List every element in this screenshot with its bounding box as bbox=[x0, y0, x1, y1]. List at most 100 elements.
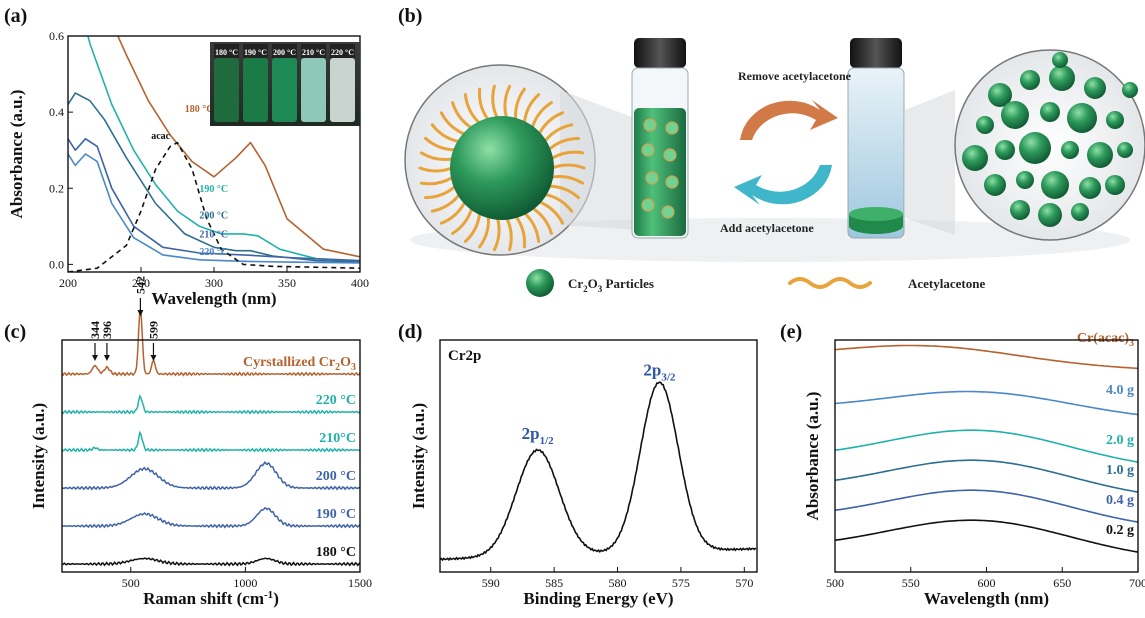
series-annotation: 220 °C bbox=[199, 247, 228, 258]
vial-particle bbox=[665, 175, 679, 189]
cr2o3-particle bbox=[962, 145, 988, 171]
vial-particle bbox=[643, 118, 657, 132]
series-label: 180 °C bbox=[316, 545, 356, 560]
legend-acac-icon bbox=[788, 277, 872, 289]
y-axis-label: Intensity (a.u.) bbox=[29, 403, 48, 509]
series-label: 4.0 g bbox=[1106, 383, 1134, 398]
inset-vial-label: 190 °C bbox=[244, 48, 267, 57]
series-label: 200 °C bbox=[316, 469, 356, 484]
raman-series bbox=[61, 394, 361, 415]
acac-chain bbox=[477, 87, 490, 122]
chart-e: Cr(acac)3 4.0 g 2.0 g 1.0 g 0.4 g 0.2 g 500 550… bbox=[803, 331, 1145, 608]
cr2o3-particle bbox=[1041, 171, 1069, 199]
remove-acac-label: Remove acetylacetone bbox=[738, 69, 852, 83]
absorbance-series bbox=[834, 459, 1139, 493]
inset-vial-label-bg bbox=[330, 44, 355, 58]
absorbance-series bbox=[834, 429, 1139, 463]
cr2o3-particle bbox=[1084, 77, 1106, 99]
acac-chain bbox=[505, 216, 513, 252]
acac-chain bbox=[543, 192, 574, 213]
plot-frame bbox=[61, 339, 361, 573]
acac-chain bbox=[463, 93, 482, 125]
chart-a: 200 250 300 350 400 0.0 0.2 0.4 0.6 Wavelength (n… bbox=[7, 29, 369, 308]
cr2o3-particle bbox=[1001, 101, 1029, 129]
acac-chain bbox=[439, 111, 467, 136]
peak-label: 2p1/2 bbox=[522, 424, 555, 447]
diagram-b: Remove acetylacetone Add acetylacetone C… bbox=[404, 38, 1145, 297]
inset-photo-a: 180 °C 190 °C 200 °C 210 °C 220 °C bbox=[210, 42, 360, 126]
acac-chain bbox=[424, 136, 457, 152]
cr2o3-particle bbox=[1106, 111, 1124, 129]
cr2o3-particle bbox=[1020, 70, 1040, 90]
legend-particles: Cr2O3 Particles bbox=[568, 276, 654, 294]
acac-chain bbox=[430, 123, 461, 144]
acac-chain bbox=[430, 192, 461, 213]
series-label: 190 °C bbox=[316, 507, 356, 522]
series-annotation: 200 °C bbox=[199, 211, 228, 222]
x-tick-label: 400 bbox=[351, 276, 369, 290]
cr2o3-particle bbox=[1061, 141, 1079, 159]
acac-chain bbox=[522, 93, 541, 125]
series-label: 220 °C bbox=[316, 393, 356, 408]
vial-particle bbox=[641, 143, 655, 157]
series-annotation: acac bbox=[151, 131, 170, 142]
vial-with-acac bbox=[631, 38, 689, 239]
peak-arrowhead bbox=[137, 310, 144, 316]
y-axis-label: Intensity (a.u.) bbox=[409, 403, 428, 509]
series-label: 0.4 g bbox=[1106, 493, 1134, 508]
series-annotation: 190 °C bbox=[199, 184, 228, 195]
cr2o3-particle bbox=[1071, 203, 1089, 221]
x-axis-label: Wavelength (nm) bbox=[924, 589, 1049, 608]
cr2o3-particle bbox=[1010, 200, 1030, 220]
series-line bbox=[87, 36, 360, 263]
inset-vial-label: 180 °C bbox=[215, 48, 238, 57]
vial-particle bbox=[641, 198, 655, 212]
raman-series bbox=[61, 506, 361, 529]
inset-vial-label-bg bbox=[272, 44, 297, 58]
x-tick-label: 600 bbox=[978, 576, 996, 590]
raman-series bbox=[61, 430, 361, 453]
peak-arrowhead bbox=[103, 355, 110, 361]
cr2o3-particle bbox=[1040, 102, 1060, 122]
acac-chain bbox=[439, 200, 467, 225]
panel-label-d: (d) bbox=[398, 321, 422, 343]
series-line bbox=[68, 141, 360, 272]
cr2o3-particle bbox=[984, 174, 1006, 196]
panel-label-c: (c) bbox=[4, 321, 26, 343]
inset-vial-label: 200 °C bbox=[273, 48, 296, 57]
cr2o3-particle bbox=[1038, 203, 1062, 227]
add-acac-label: Add acetylacetone bbox=[720, 221, 814, 235]
series-line bbox=[68, 138, 360, 262]
cr2o3-particle bbox=[1016, 171, 1034, 189]
x-tick-label: 570 bbox=[735, 576, 753, 590]
vial-without-acac bbox=[847, 38, 905, 239]
peak-arrowhead bbox=[92, 355, 99, 361]
plot-frame bbox=[834, 339, 1139, 573]
series-line bbox=[68, 153, 360, 264]
acac-chain bbox=[503, 84, 512, 120]
y-tick-label: 0.0 bbox=[49, 257, 64, 271]
inset-vial-label: 210 °C bbox=[302, 48, 325, 57]
inset-vial bbox=[243, 58, 268, 122]
acac-chain bbox=[492, 216, 501, 252]
raman-series bbox=[61, 557, 361, 567]
legend-acac: Acetylacetone bbox=[908, 276, 985, 291]
cr2o3-particle bbox=[1122, 82, 1138, 98]
acac-chain bbox=[543, 123, 574, 144]
x-axis-label: Raman shift (cm-1) bbox=[143, 589, 279, 608]
acac-chain bbox=[463, 211, 482, 243]
peak-label: 599 bbox=[146, 321, 160, 339]
series-label: 210°C bbox=[319, 431, 356, 446]
cr2o3-particle bbox=[1052, 52, 1068, 68]
chart-title: Cr2p bbox=[448, 348, 481, 364]
series-label: 2.0 g bbox=[1106, 433, 1134, 448]
inset-vial-label: 220 °C bbox=[331, 48, 354, 57]
cr2o3-particle bbox=[995, 140, 1015, 160]
panel-label-b: (b) bbox=[398, 5, 422, 27]
acac-chain bbox=[537, 200, 565, 225]
cr2o3-particle bbox=[1087, 142, 1113, 168]
peak-arrowhead bbox=[150, 355, 157, 361]
absorbance-series bbox=[834, 489, 1139, 523]
acac-chain bbox=[549, 150, 585, 161]
